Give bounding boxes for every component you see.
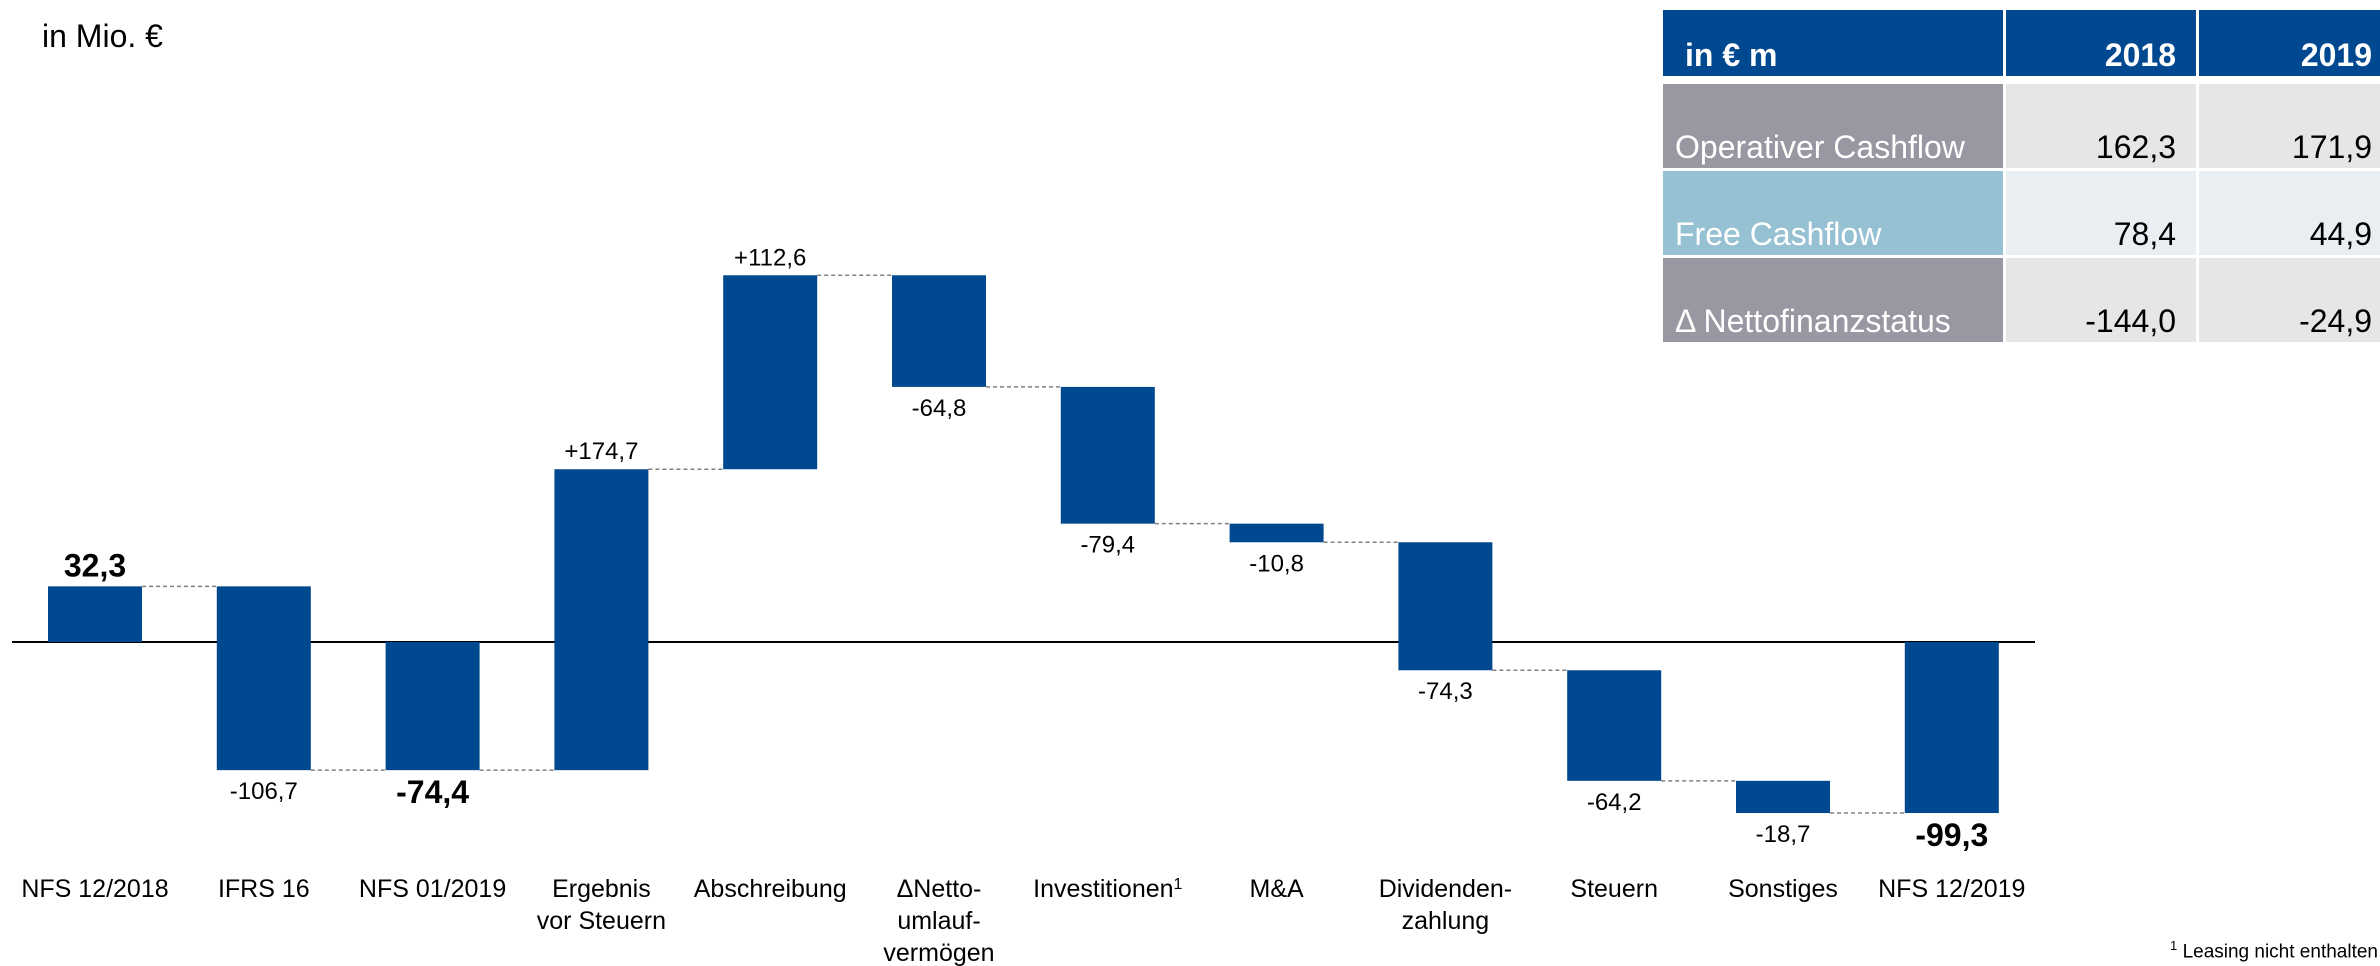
category-label: NFS 12/2019	[1878, 875, 2025, 903]
table-row-free-cashflow: Free Cashflow 78,4 44,9	[1663, 171, 2380, 258]
data-label: -79,4	[1080, 532, 1135, 559]
table-cell-2018: -144,0	[2006, 258, 2199, 345]
category-label: NFS 12/2018	[21, 875, 168, 903]
waterfall-bar	[1904, 642, 1999, 814]
unit-label: in Mio. €	[42, 18, 163, 54]
data-label: 32,3	[64, 547, 126, 583]
data-label: -18,7	[1756, 821, 1811, 848]
footnote: 1 Leasing nicht enthalten	[2170, 938, 2378, 963]
category-label: IFRS 16	[218, 875, 310, 903]
category-label: Investitionen1	[1033, 875, 1182, 903]
category-label: Abschreibung	[694, 875, 847, 903]
table-cell-2018: 162,3	[2006, 84, 2199, 171]
waterfall-bar	[1229, 523, 1324, 543]
table-header-2019: 2019	[2199, 10, 2380, 76]
category-label: Sonstiges	[1728, 875, 1838, 903]
waterfall-bar	[892, 275, 986, 387]
table-cell-2018: 78,4	[2006, 171, 2199, 258]
data-label: +112,6	[734, 244, 806, 271]
data-label: -99,3	[1915, 817, 1988, 853]
cashflow-table: in € m 2018 2019 Operativer Cashflow 162…	[1663, 10, 2380, 345]
footnote-marker: 1	[2170, 938, 2178, 953]
footnote-text: Leasing nicht enthalten	[2182, 941, 2378, 963]
waterfall-bar	[1060, 386, 1155, 524]
data-label: -74,4	[396, 774, 469, 810]
table-cell-2019: 171,9	[2199, 84, 2380, 171]
table-row-operativer-cashflow: Operativer Cashflow 162,3 171,9	[1663, 84, 2380, 171]
table-header-2018: 2018	[2006, 10, 2199, 76]
data-label: -74,3	[1418, 678, 1473, 705]
category-label: Dividenden-zahlung	[1379, 875, 1512, 935]
table-row-label: Operativer Cashflow	[1663, 84, 2006, 171]
table-header-row: in € m 2018 2019	[1663, 10, 2380, 76]
waterfall-bar	[216, 586, 311, 771]
data-label: +174,7	[564, 438, 638, 465]
category-label: Ergebnis vor Steuern	[537, 875, 666, 935]
category-label: M&A	[1250, 875, 1305, 903]
table-header-label: in € m	[1663, 10, 2006, 76]
waterfall-bar	[723, 275, 818, 470]
table-cell-2019: -24,9	[2199, 258, 2380, 345]
data-label: -64,2	[1587, 789, 1642, 816]
table-row-nettofinanzstatus: Δ Nettofinanzstatus -144,0 -24,9	[1663, 258, 2380, 345]
category-label: Steuern	[1570, 875, 1658, 903]
waterfall-bar	[1398, 542, 1493, 671]
table-row-label: Δ Nettofinanzstatus	[1663, 258, 2006, 345]
data-label: -64,8	[912, 395, 967, 422]
data-label: -106,7	[230, 778, 298, 805]
waterfall-bar	[48, 586, 142, 642]
category-label: ΔNetto-umlauf-vermögen	[883, 875, 994, 966]
waterfall-bar	[554, 469, 649, 771]
table-cell-2019: 44,9	[2199, 171, 2380, 258]
table-row-label: Free Cashflow	[1663, 171, 2006, 258]
waterfall-bar	[1736, 780, 1830, 814]
category-label: NFS 01/2019	[359, 875, 506, 903]
waterfall-bar	[1567, 670, 1662, 781]
data-label: -10,8	[1249, 550, 1304, 577]
waterfall-bar	[385, 642, 480, 771]
waterfall-chart: 32,3 NFS 12/2018 -106,7 IFRS 16 -74,4 NFS 01/…	[12, 244, 2035, 966]
